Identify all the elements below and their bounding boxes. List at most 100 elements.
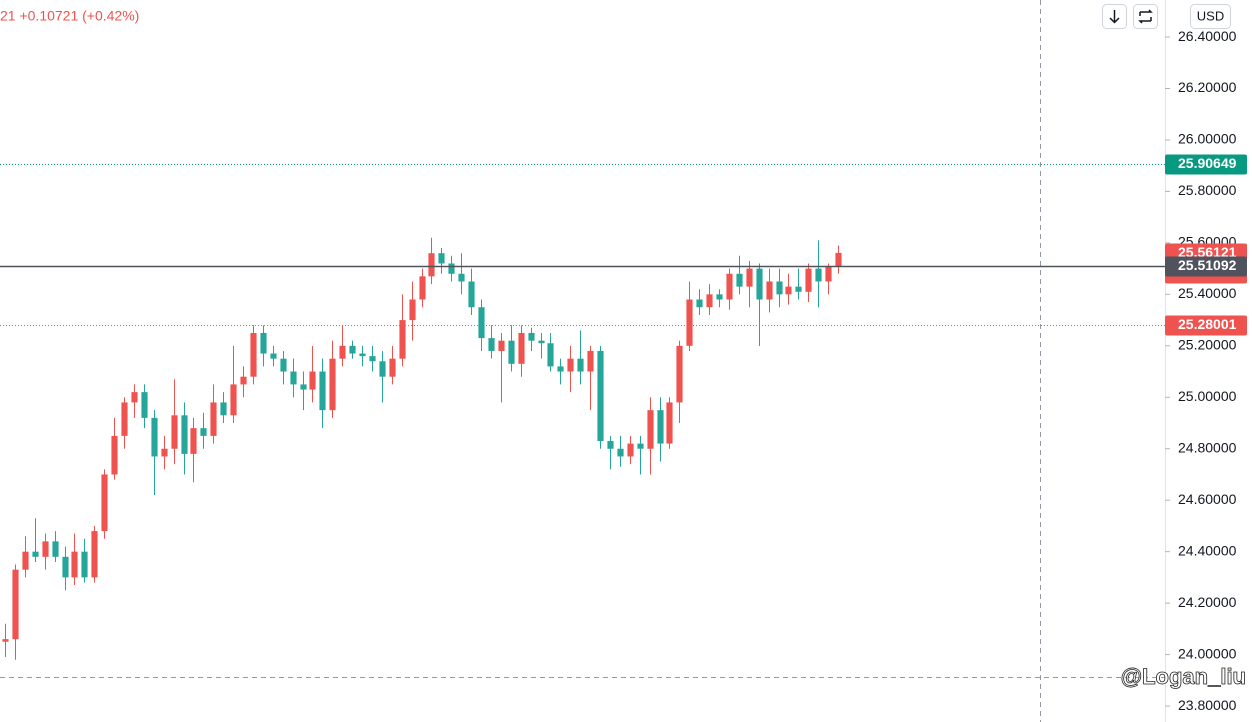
candle-body (528, 332, 535, 341)
y-tick-label: 25.00000 (1178, 388, 1237, 404)
candle-body (349, 345, 356, 354)
candle-body (260, 332, 267, 354)
candle-body (151, 417, 158, 457)
candle-body (399, 320, 406, 359)
candle-body (71, 551, 78, 578)
candles (2, 237, 842, 660)
candle-body (488, 338, 495, 351)
candle-body (577, 358, 584, 372)
candle-body (290, 371, 297, 385)
candle-body (458, 273, 465, 282)
candle-body (478, 307, 485, 339)
y-tick-label: 25.20000 (1178, 337, 1237, 353)
candle-body (52, 541, 59, 557)
candle-body (359, 353, 366, 357)
candle-body (329, 358, 336, 411)
candle-body (468, 281, 475, 308)
y-tick-label: 24.20000 (1178, 594, 1237, 610)
price-tag-label: 25.56121 (1178, 244, 1237, 260)
candle-body (587, 350, 594, 372)
candle-body (706, 294, 713, 308)
price-tag (1165, 315, 1247, 336)
candle-body (676, 345, 683, 403)
candle-body (161, 448, 168, 457)
price-tag (1165, 256, 1247, 277)
candle-body (696, 299, 703, 308)
candle-body (498, 340, 505, 351)
candle-body (746, 268, 753, 287)
candle-body (508, 340, 515, 364)
candle-body (369, 356, 376, 362)
candle-body (666, 402, 673, 444)
currency-label: USD (1197, 8, 1224, 23)
candle-body (538, 340, 545, 344)
currency-button[interactable]: USD (1190, 4, 1231, 29)
reset-button[interactable] (1133, 4, 1158, 29)
download-button[interactable] (1102, 4, 1127, 29)
y-tick-label: 26.20000 (1178, 79, 1237, 95)
candle-body (825, 266, 832, 282)
candle-body (835, 252, 842, 267)
header-change: 21 +0.10721 (+0.42%) (0, 8, 139, 24)
candle-body (22, 551, 29, 570)
y-tick-label: 25.80000 (1178, 182, 1237, 198)
candle-body (32, 551, 39, 557)
y-tick-label: 24.80000 (1178, 439, 1237, 455)
candle-body (181, 415, 188, 454)
y-tick-label: 26.40000 (1178, 28, 1237, 44)
candle-body (766, 281, 773, 300)
candle-body (309, 371, 316, 390)
candle-body (617, 448, 624, 457)
price-tag (1165, 154, 1247, 175)
candle-body (607, 441, 614, 449)
candle-body (637, 443, 644, 449)
candle-body (686, 299, 693, 346)
candle-body (419, 276, 426, 300)
candle-body (171, 415, 178, 449)
price-tag-label: 25.51092 (1178, 257, 1237, 273)
candle-body (91, 531, 98, 578)
candle-body (657, 410, 664, 444)
candle-body (547, 343, 554, 367)
candle-body (319, 371, 326, 411)
candle-body (250, 332, 257, 377)
candle-body (627, 443, 634, 457)
candle-body (716, 294, 723, 300)
candle-body (141, 392, 148, 418)
candle-body (111, 435, 118, 475)
candle-body (121, 402, 128, 436)
candle-body (379, 361, 386, 377)
candle-body (647, 410, 654, 449)
y-tick-label: 26.00000 (1178, 131, 1237, 147)
candle-body (409, 299, 416, 321)
candle-body (300, 384, 307, 390)
candle-body (2, 639, 9, 642)
candle-body (785, 286, 792, 295)
y-tick-label: 24.40000 (1178, 542, 1237, 558)
candle-body (42, 541, 49, 557)
candle-body (131, 392, 138, 403)
watermark: @Logan_liu (1121, 664, 1246, 689)
candle-body (220, 402, 227, 416)
candle-body (428, 253, 435, 277)
candle-body (210, 402, 217, 436)
price-tag-label: 25.28001 (1178, 316, 1237, 332)
candle-body (736, 273, 743, 287)
candle-body (815, 268, 822, 282)
candle-body (62, 556, 69, 578)
candle-body (270, 353, 277, 359)
y-tick-label: 24.00000 (1178, 645, 1237, 661)
candle-body (438, 253, 445, 264)
candle-body (200, 428, 207, 436)
candle-body (557, 366, 564, 372)
candle-body (339, 345, 346, 359)
candle-body (567, 358, 574, 372)
candle-body (726, 273, 733, 300)
y-tick-label: 25.40000 (1178, 285, 1237, 301)
candle-body (101, 474, 108, 532)
candle-body (12, 569, 19, 640)
candle-body (230, 384, 237, 416)
candle-body (389, 358, 396, 377)
candle-body (518, 332, 525, 364)
